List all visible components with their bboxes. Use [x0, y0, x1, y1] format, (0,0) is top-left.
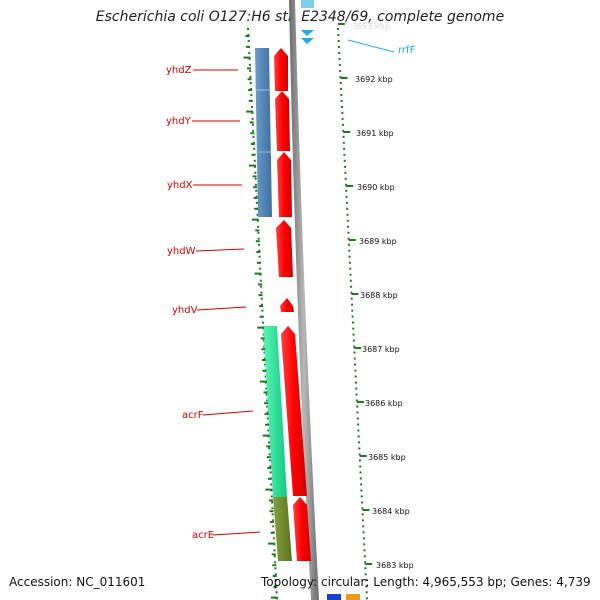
scale-label-3683: 3683 kbp [376, 561, 414, 570]
genome-backbone [289, 0, 319, 600]
genome-title: Escherichia coli O127:H6 str. E2348/69, … [95, 9, 505, 25]
rrna-rrfF[interactable] [301, 0, 314, 8]
gene-label-group-acrF[interactable]: acrF [182, 410, 254, 421]
scale-label-3688: 3688 kbp [360, 291, 398, 300]
scale-ticks [243, 23, 373, 599]
scale-label-3684: 3684 kbp [372, 507, 410, 516]
gene-label-group-yhdW[interactable]: yhdW [167, 246, 245, 257]
gene-label-yhdX: yhdX [167, 180, 193, 191]
bottom-track-orange [346, 594, 360, 600]
scale-label-3687: 3687 kbp [362, 345, 400, 354]
cds-yhdY[interactable] [275, 91, 290, 151]
gene-label-yhdV: yhdV [172, 305, 198, 316]
gene-label-group-yhdX[interactable]: yhdX [167, 180, 242, 191]
scale-label-3685: 3685 kbp [368, 453, 406, 462]
gene-label-group-yhdV[interactable]: yhdV [172, 305, 247, 316]
scale-label-3693: 3693 kbp [352, 22, 390, 31]
operon-acr-olive[interactable] [273, 497, 292, 561]
genome-summary-text: Topology: circular; Length: 4,965,553 bp… [261, 575, 591, 589]
scale-label-3689: 3689 kbp [359, 237, 397, 246]
outer-scale-ring [337, 27, 368, 600]
operon-yhd[interactable] [255, 48, 272, 217]
gene-label-group-yhdZ[interactable]: yhdZ [166, 65, 238, 76]
rrna-rrfF-arrow[interactable] [301, 30, 314, 36]
cds-yhdV[interactable] [280, 298, 294, 312]
cds-acrF[interactable] [281, 326, 307, 496]
gene-label-group-yhdY[interactable]: yhdY [166, 116, 240, 127]
gene-leader [212, 531, 261, 536]
gene-label-group-acrE[interactable]: acrE [192, 530, 261, 541]
rrna-callout [347, 39, 395, 53]
cds-yhdX[interactable] [277, 152, 292, 217]
cds-acrE[interactable] [293, 497, 311, 561]
scale-label-3691: 3691 kbp [356, 129, 394, 138]
gene-label-acrF: acrF [182, 410, 204, 421]
gene-leader [202, 410, 254, 416]
rrna-label: rrfF [398, 45, 416, 56]
gene-label-yhdY: yhdY [166, 116, 192, 127]
gene-label-acrE: acrE [192, 530, 214, 541]
cds-yhdZ[interactable] [274, 48, 288, 91]
cds-yhdW[interactable] [276, 220, 293, 277]
gene-label-yhdW: yhdW [167, 246, 196, 257]
scale-labels: 3692 kbp 3691 kbp 3690 kbp 3689 kbp 3688… [355, 75, 414, 570]
scale-label-3692: 3692 kbp [355, 75, 393, 84]
scale-label-3686: 3686 kbp [365, 399, 403, 408]
accession-text: Accession: NC_011601 [9, 575, 146, 589]
rrna-rrfF-arrow[interactable] [301, 38, 314, 44]
gene-leader [196, 306, 247, 311]
gene-leader [195, 248, 245, 252]
gene-label-yhdZ: yhdZ [166, 65, 192, 76]
scale-label-3690: 3690 kbp [357, 183, 395, 192]
operon-acr-green[interactable] [263, 326, 287, 497]
bottom-track-blue [327, 594, 341, 600]
